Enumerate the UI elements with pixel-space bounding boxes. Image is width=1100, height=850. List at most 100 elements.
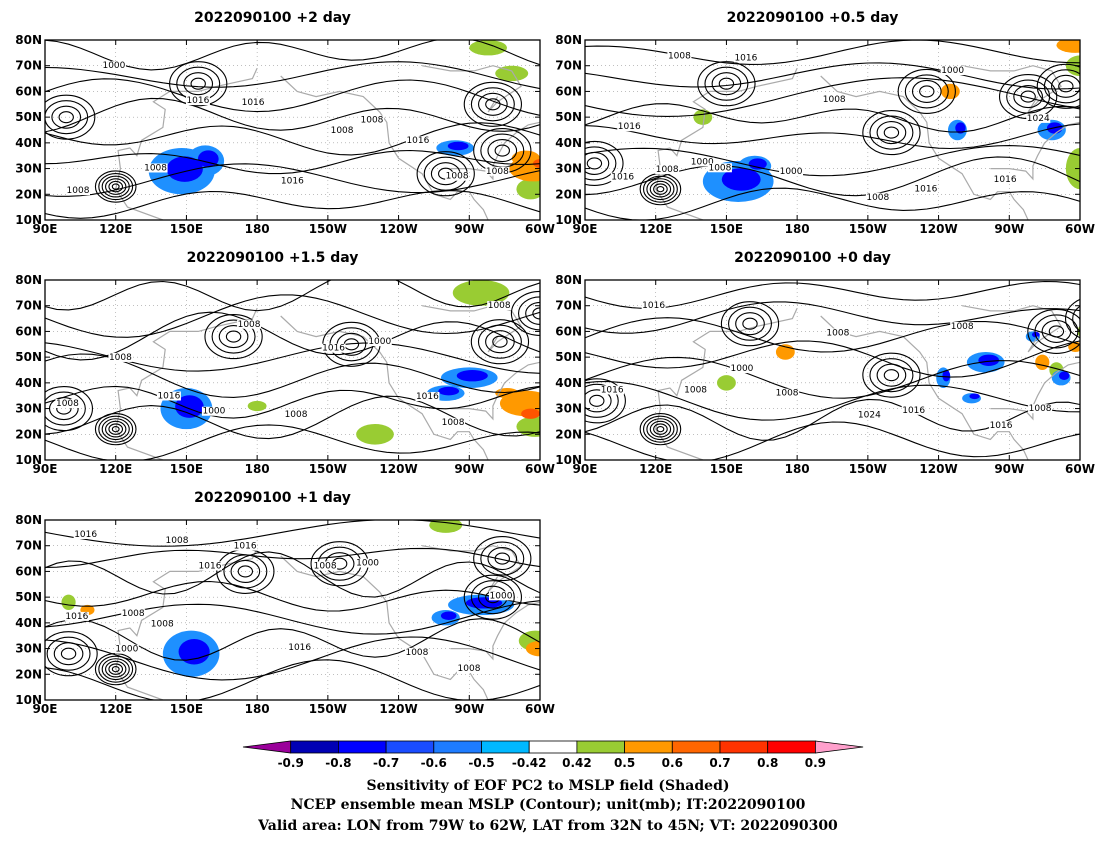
footer-line-3: Valid area: LON from 79W to 62W, LAT fro… [257,818,838,834]
strong-negative-sensitivity-area [978,354,1000,366]
positive-sensitivity-area [1065,55,1080,76]
contour-label: 1016 [199,561,222,571]
contour-label-bg [683,385,708,395]
positive-sensitivity-area [717,375,736,391]
lat-label: 30N [15,642,42,656]
isobar-contour [585,340,1080,378]
pressure-center-contour [735,312,765,336]
pressure-center-contour [876,363,907,387]
colorbar-segment [528,740,578,754]
lat-label: 40N [555,376,582,390]
pressure-center-contour [585,146,617,181]
pressure-center-contour [727,306,772,341]
pressure-center-contour [53,642,84,666]
pressure-center-contour [656,425,665,433]
contour-label-bg [865,192,890,202]
contour-label-bg [405,136,430,146]
lon-label: 120W [379,222,417,236]
contour-label-bg [441,417,466,427]
lon-label: 180 [245,222,270,236]
lat-label: 70N [15,539,42,553]
pressure-center-contour [94,170,137,203]
strong-negative-sensitivity-area [942,370,951,382]
contour-label: 1016 [288,643,311,653]
lat-label: 70N [555,59,582,73]
map-frame [584,39,1081,221]
pressure-center-contour [470,319,530,365]
lon-label: 150E [170,462,203,476]
map-frame [44,279,541,461]
lon-label: 180 [245,462,270,476]
contour-label: 1008 [458,664,481,674]
isobar-contour [585,301,1080,334]
pressure-center-contour [649,420,672,438]
contour-label: 1008 [488,301,511,311]
pressure-center-contour [111,665,120,673]
pressure-center-contour [586,157,603,170]
pressure-center-contour [190,77,206,90]
pressure-center-contour [1065,298,1080,339]
lat-label: 50N [555,350,582,364]
lat-label: 70N [15,299,42,313]
pressure-center-contour [101,418,130,441]
lat-label: 20N [15,667,42,681]
pressure-center-contour [105,178,127,195]
map-frame [584,279,1081,461]
isobar-contour [45,385,540,419]
colorbar-label: -0.9 [278,756,304,770]
contour-label: 1016 [322,344,345,354]
pressure-center-contour [111,425,120,433]
pressure-center-contour [204,314,263,360]
contour-label: 1016 [157,391,180,401]
pressure-center-contour [477,324,522,359]
pressure-center-contour [494,552,510,565]
isobar-contour [45,149,540,175]
pressure-center-contour [60,647,77,660]
colorbar-segment [385,740,435,754]
colorbar-segment [290,740,339,754]
isobar-contour [45,163,540,197]
strong-negative-sensitivity-area [748,158,767,170]
map-frame [44,39,541,221]
contour-label: 1008 [486,167,509,177]
coastline [280,75,489,220]
contour-label: 1008 [67,186,90,196]
contour-label-bg [114,644,139,654]
pressure-center-contour [463,81,523,127]
map-panel-p2: 1008 1000 1008 1016 1016 1016 1008 1008 1016 1008… [15,10,555,236]
pressure-center-contour [642,175,678,203]
lat-label: 60N [15,84,42,98]
lon-label: 90W [454,222,484,236]
contour-label-bg [73,530,98,540]
pressure-center-contour [169,61,228,107]
lon-label: 90E [573,462,598,476]
positive-sensitivity-area [247,400,267,412]
isobar-contour [45,61,540,90]
pressure-center-contour [223,554,268,589]
contour-label-bg [404,647,429,657]
pressure-center-contour [492,335,508,348]
contour-label: 1008 [708,163,731,173]
colorbar-segment [624,740,673,754]
contour-label-bg [825,328,850,338]
lat-label: 10N [15,213,42,227]
coastline [820,315,1029,460]
contour-label: 1008 [331,126,354,136]
contour-label-bg [321,343,346,353]
pressure-center-contour [98,655,134,683]
pressure-center-contour [646,418,675,441]
pressure-center-contour [904,74,949,109]
pressure-center-contour [862,352,921,398]
pressure-center-contour [585,378,626,424]
pressure-center-contour [111,183,120,190]
positive-sensitivity-area [469,40,507,56]
pressure-center-contour [225,330,242,343]
pressure-center-contour [51,105,82,129]
pressure-center-contour [485,330,515,354]
contour-label-bg [65,186,90,196]
lon-label: 90E [33,462,58,476]
pressure-center-contour [653,183,668,195]
pressure-center-contour [646,178,675,201]
contour-label-bg [1028,404,1053,414]
isobar-contour [45,40,540,71]
